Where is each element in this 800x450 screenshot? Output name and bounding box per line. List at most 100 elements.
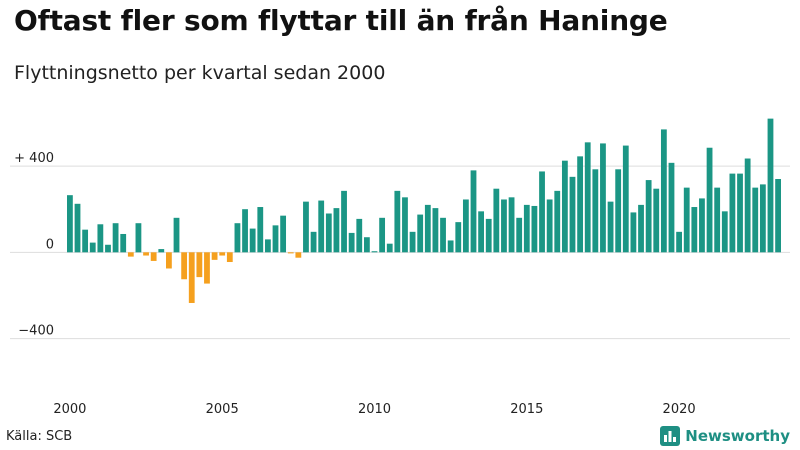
bar	[440, 217, 446, 253]
bar	[280, 215, 287, 253]
x-tick-label: 2005	[206, 402, 239, 417]
bar	[455, 222, 462, 253]
bar	[386, 243, 393, 253]
y-tick-label: + 400	[14, 151, 54, 166]
bar	[737, 173, 743, 253]
bar	[120, 233, 127, 253]
bar	[447, 240, 454, 253]
bar	[325, 213, 332, 253]
bar	[546, 199, 553, 253]
bar	[226, 252, 233, 263]
bar	[600, 143, 606, 253]
bar	[173, 217, 180, 253]
bar	[356, 218, 363, 253]
bar	[127, 252, 134, 257]
source-note: Källa: SCB	[6, 429, 73, 444]
brand-logo: Newsworthy	[660, 426, 790, 446]
bar	[143, 252, 149, 256]
bar	[295, 252, 302, 258]
bar	[348, 232, 355, 253]
bar	[394, 190, 401, 253]
bar	[699, 198, 705, 253]
bar	[379, 217, 386, 253]
bar	[303, 201, 309, 253]
chart-subtitle: Flyttningsnetto per kvartal sedan 2000	[14, 62, 386, 84]
bars	[67, 118, 781, 303]
bar	[501, 199, 507, 253]
bar	[653, 188, 660, 253]
bar	[584, 142, 591, 253]
bar	[211, 252, 218, 260]
bar	[668, 162, 675, 253]
x-tick-label: 2000	[53, 402, 86, 417]
y-tick-label: −400	[18, 324, 54, 339]
bar	[721, 211, 728, 253]
bar	[242, 209, 248, 253]
bar	[493, 188, 500, 253]
bar	[333, 208, 340, 253]
bar	[683, 187, 690, 253]
bar	[181, 252, 188, 280]
bar	[272, 225, 279, 253]
bar	[531, 205, 538, 253]
bar	[89, 242, 96, 253]
bar	[638, 204, 644, 253]
bar	[569, 176, 576, 253]
bar	[188, 252, 195, 303]
bar	[257, 207, 264, 253]
bar	[105, 244, 111, 253]
brand-name: Newsworthy	[685, 427, 790, 445]
bar	[729, 173, 736, 253]
bar	[135, 223, 142, 253]
bar	[592, 169, 599, 253]
bar	[516, 217, 523, 253]
y-tick-label: 0	[46, 237, 54, 252]
x-tick-label: 2010	[358, 402, 391, 417]
bar	[424, 204, 431, 253]
bar	[341, 190, 347, 253]
bar	[67, 195, 73, 253]
bar	[561, 160, 568, 253]
bar	[74, 203, 81, 253]
bar	[759, 184, 766, 253]
bar	[775, 179, 781, 253]
bar	[409, 231, 416, 253]
bar	[470, 170, 477, 253]
bar	[112, 223, 119, 253]
bar	[660, 129, 667, 253]
bar-chart-icon	[660, 426, 681, 446]
bar	[219, 252, 226, 256]
bar	[615, 169, 622, 253]
bar	[432, 208, 439, 253]
bar	[371, 251, 378, 253]
x-axis-ticks: 2000 2005 2010 2015 2020	[53, 402, 695, 417]
bar	[82, 229, 89, 253]
bar	[478, 211, 485, 253]
bar	[622, 145, 629, 253]
bar	[577, 156, 584, 253]
x-tick-label: 2020	[663, 402, 696, 417]
bar	[691, 207, 698, 253]
bar	[318, 200, 325, 253]
bar	[310, 231, 317, 253]
bar	[752, 187, 759, 253]
bar	[97, 224, 104, 253]
bar	[150, 252, 157, 261]
bar	[744, 158, 751, 253]
bar	[554, 190, 561, 253]
bar	[706, 147, 713, 253]
bar	[462, 199, 469, 253]
bar	[485, 218, 492, 253]
bar	[417, 214, 424, 253]
bar	[402, 197, 408, 253]
bar	[523, 204, 530, 253]
bar	[363, 237, 370, 253]
bar	[607, 201, 614, 253]
bar	[767, 118, 774, 253]
bar	[508, 197, 515, 253]
bar	[714, 187, 721, 253]
bar	[158, 249, 165, 253]
chart-title: Oftast fler som flyttar till än från Han…	[14, 4, 668, 37]
bar	[234, 223, 241, 253]
